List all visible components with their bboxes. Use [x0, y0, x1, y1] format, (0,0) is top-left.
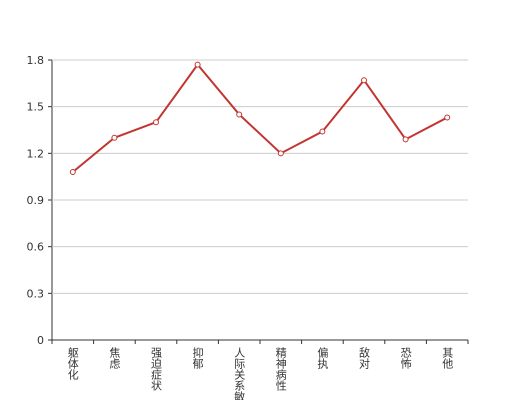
x-tick-label: 抑郁 — [191, 346, 204, 369]
y-tick-label: 0.9 — [27, 194, 45, 207]
point — [236, 111, 243, 118]
point — [69, 169, 76, 175]
y-tick-label: 0.3 — [27, 287, 45, 300]
x-tick-label: 焦虑 — [108, 347, 121, 369]
point — [319, 128, 326, 135]
y-tick-label: 1.8 — [27, 54, 45, 67]
x-tick-label: 偏执 — [316, 346, 329, 370]
line — [72, 63, 448, 173]
point — [153, 119, 159, 126]
x-tick-label: 其他 — [441, 347, 454, 369]
point — [361, 77, 367, 84]
y-tick-label: 1.2 — [27, 147, 45, 160]
point — [194, 61, 201, 68]
point — [277, 150, 284, 157]
point — [402, 136, 409, 143]
x-tick-label: 强迫症状 — [150, 347, 163, 391]
point — [444, 114, 451, 121]
y-tick-label: 1.5 — [27, 101, 45, 114]
x-tick-label: 敌对 — [358, 346, 371, 369]
x-tick-label: 恐怖 — [399, 347, 412, 369]
x-tick-label: 躯体化 — [66, 347, 79, 381]
x-tick-label: 精神病性 — [274, 347, 287, 392]
point — [111, 134, 118, 141]
y-tick-label: 0 — [37, 334, 44, 347]
y-tick-label: 0.6 — [27, 241, 45, 254]
x-tick-label: 人际关系敏感 — [233, 347, 246, 400]
